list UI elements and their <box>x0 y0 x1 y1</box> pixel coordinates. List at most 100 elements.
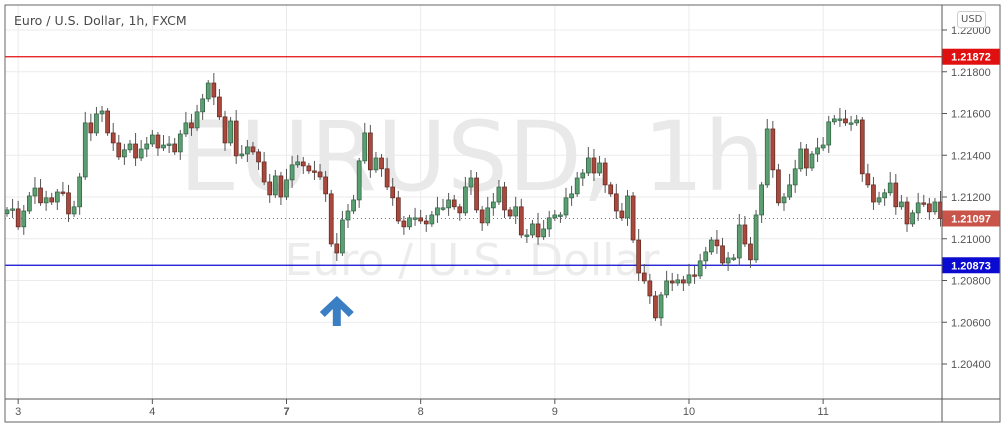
candle-body <box>518 206 524 236</box>
candle-body <box>619 210 625 219</box>
chart-frame <box>4 4 1001 423</box>
candle <box>27 191 32 214</box>
candle-body <box>21 210 27 228</box>
horizontal-lines[interactable] <box>5 56 942 266</box>
candle-body <box>831 118 837 123</box>
candle <box>395 190 401 225</box>
currency-button[interactable]: USD <box>957 11 987 28</box>
candle-body <box>172 143 178 153</box>
candle <box>692 265 697 284</box>
candle <box>94 106 99 136</box>
candle <box>10 198 15 218</box>
candle <box>133 132 138 166</box>
candle-body <box>524 234 530 237</box>
candle <box>468 170 474 195</box>
candle-body <box>133 143 138 159</box>
candle-body <box>295 161 301 166</box>
candle-body <box>597 162 602 174</box>
candle-body <box>183 122 189 135</box>
candle-body <box>217 96 222 118</box>
candle-body <box>725 257 731 264</box>
price-tag-bg <box>942 257 1000 274</box>
candle <box>848 115 854 131</box>
candle-body <box>435 207 440 216</box>
candle-body <box>463 186 468 214</box>
candle-body <box>49 197 55 203</box>
price-tag-bg <box>942 48 1000 65</box>
candle-body <box>418 217 424 222</box>
candle <box>245 139 250 162</box>
candle-body <box>328 193 334 245</box>
candle-body <box>915 202 921 214</box>
x-tick-label: 7 <box>283 406 289 418</box>
candle <box>904 197 910 232</box>
candle-body <box>161 144 166 149</box>
candle-body <box>602 162 608 186</box>
candle-body <box>681 279 686 284</box>
candle-body <box>300 161 306 167</box>
candle <box>138 139 144 161</box>
candle-body <box>787 184 792 198</box>
candle-body <box>144 143 150 150</box>
candle-body <box>546 217 552 230</box>
x-tick-label: 3 <box>15 406 21 418</box>
candle <box>748 236 753 268</box>
candle <box>312 160 317 180</box>
x-tick-label: 11 <box>817 406 828 418</box>
candle <box>451 194 457 210</box>
candle-body <box>222 116 228 144</box>
candle-body <box>776 169 781 204</box>
candle-body <box>658 294 664 319</box>
candle <box>809 150 815 171</box>
y-tick-label: 1.20600 <box>951 317 991 329</box>
candle-body <box>641 272 647 282</box>
candle-body <box>692 274 697 277</box>
candle <box>60 181 66 196</box>
candle <box>826 115 832 154</box>
candle-body <box>490 201 496 209</box>
candle-body <box>82 122 88 178</box>
candle <box>764 118 770 188</box>
candle <box>446 192 451 216</box>
candle <box>149 130 155 147</box>
candle <box>479 205 485 231</box>
candle <box>177 129 183 160</box>
candle <box>815 137 820 162</box>
price-tag-label: 1.21872 <box>951 52 991 64</box>
candle <box>770 120 776 178</box>
chart-title: Euro / U.S. Dollar, 1h, FXCM <box>14 13 187 28</box>
candle-body <box>496 186 502 203</box>
candle <box>116 134 122 160</box>
candle <box>43 190 49 211</box>
candle <box>530 219 535 238</box>
candle <box>541 219 546 240</box>
candle-body <box>351 199 356 212</box>
candle-body <box>764 128 770 186</box>
candle-body <box>239 153 245 157</box>
candle <box>854 114 860 126</box>
candle <box>552 209 558 221</box>
candle <box>630 191 636 244</box>
candle <box>340 210 345 256</box>
candle <box>591 148 597 181</box>
candle <box>334 232 340 261</box>
candle <box>99 105 105 122</box>
candle-body <box>753 214 759 261</box>
candle-body <box>200 98 205 113</box>
candle <box>217 89 222 120</box>
candle-body <box>38 187 43 204</box>
candle <box>859 116 865 182</box>
x-tick-label: 8 <box>418 406 424 418</box>
candle <box>893 174 899 215</box>
candle-body <box>686 274 692 284</box>
candle <box>725 251 731 271</box>
candle-body <box>228 120 233 144</box>
candle <box>328 189 334 247</box>
candle <box>407 214 412 230</box>
candle <box>172 137 178 155</box>
candle <box>647 273 653 304</box>
candle-body <box>312 170 317 173</box>
candle-body <box>904 201 910 225</box>
candle-body <box>563 197 569 216</box>
